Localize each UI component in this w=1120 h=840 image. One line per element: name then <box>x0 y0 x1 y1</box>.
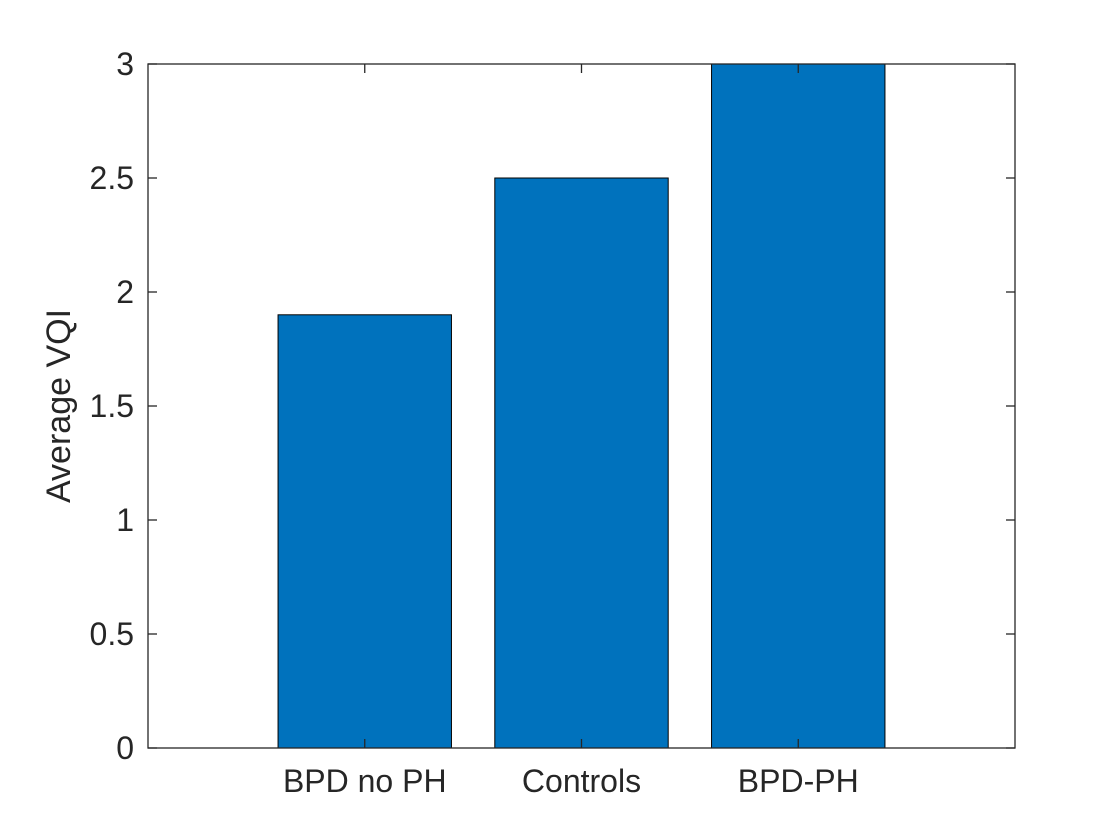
bars-layer <box>277 63 886 749</box>
y-tick-label: 0 <box>116 730 134 766</box>
y-tick-label: 0.5 <box>90 616 134 652</box>
y-axis-label: Average VQI <box>40 309 78 503</box>
bar <box>711 63 886 749</box>
labels-layer: 0 0.5 1 1.5 2 2.5 3 BPD no PH Controls BPD-PH <box>90 46 859 799</box>
x-tick-label: BPD no PH <box>283 763 447 799</box>
plot-area-frame <box>147 63 1016 749</box>
bar <box>494 177 669 749</box>
bar <box>277 314 452 749</box>
x-tick-label: Controls <box>522 763 641 799</box>
y-tick-label: 1 <box>116 502 134 538</box>
y-tick-label: 3 <box>116 46 134 82</box>
y-tick-label: 2.5 <box>90 160 134 196</box>
y-tick-label: 2 <box>116 274 134 310</box>
x-tick-label: BPD-PH <box>738 763 859 799</box>
y-tick-label: 1.5 <box>90 388 134 424</box>
